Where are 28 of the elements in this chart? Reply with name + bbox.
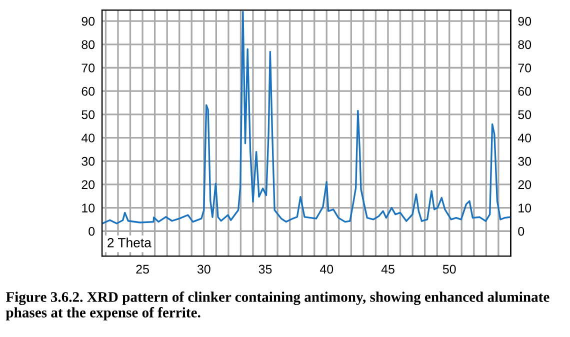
y-tick-label: 40 [81,134,95,142]
y2-tick-label: 60 [518,86,532,96]
caption: Figure 3.6.2. XRD pattern of clinker containing antimony, showing enhanced aluminate phases at the expense of ferrite. [6,292,550,320]
y-tick-label: 60 [82,86,95,96]
x-tick-label: 40 [320,264,334,274]
y2-tick-label: 80 [518,40,532,50]
y2-tick-label: 40 [518,134,532,142]
y-tick-label: 90 [82,16,95,26]
y-tick-label: 0 [88,226,95,236]
x-axis-title: 2 Theta [108,238,152,248]
y-tick-label: 10 [82,204,95,212]
y-tick-label: 80 [82,40,95,50]
x-tick-label: 25 [136,264,149,274]
x-tick-label: 45 [381,264,394,274]
y-tick-label: 70 [82,64,95,72]
y2-tick-label: 90 [518,16,532,26]
y2-tick-label: 30 [518,156,532,166]
y2-tick-label: 70 [518,64,532,72]
x-tick-label: 35 [258,264,272,274]
y2-tick-label: 20 [518,180,532,190]
y2-tick-label: 10 [518,204,532,212]
y2-tick-label: 50 [518,110,532,120]
y-tick-label: 20 [82,180,95,190]
y-tick-label: 50 [82,110,95,120]
y2-tick-label: 0 [518,226,524,236]
y-tick-label: 30 [82,156,95,166]
x-tick-label: 30 [197,264,210,274]
x-tick-label: 50 [442,264,456,274]
